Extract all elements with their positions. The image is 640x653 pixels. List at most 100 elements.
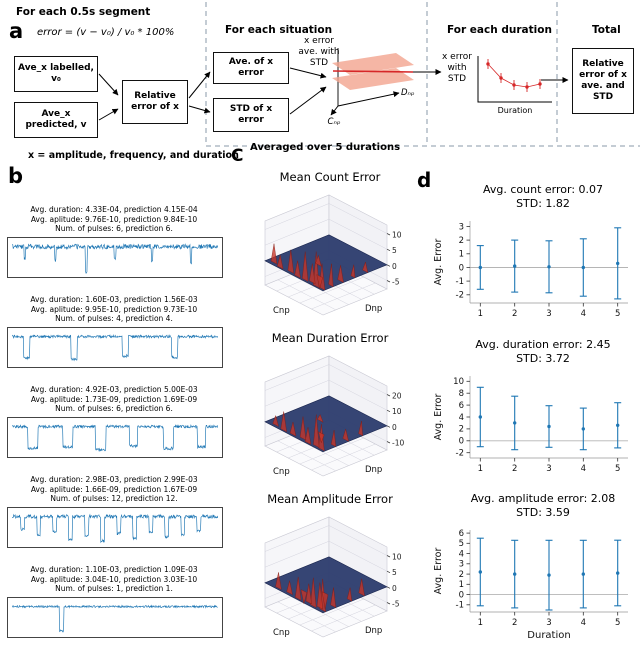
- duration-caption-line: with: [447, 62, 467, 73]
- annotation-line: Num. of pulses: 6, prediction 6.: [55, 224, 173, 234]
- svg-text:0: 0: [392, 262, 397, 271]
- svg-text:-1: -1: [456, 277, 464, 287]
- svg-text:0: 0: [459, 590, 464, 600]
- svg-text:Dnp: Dnp: [365, 626, 382, 636]
- box-relative-error: Relative error of x: [122, 80, 188, 124]
- annotation-line: Avg. aplitude: 1.73E-09, prediction 1.69…: [30, 394, 198, 404]
- svg-text:10: 10: [392, 553, 402, 562]
- svg-text:4: 4: [581, 618, 586, 628]
- svg-text:0: 0: [392, 423, 397, 432]
- panel-a-label: a: [9, 19, 24, 43]
- svg-text:5: 5: [615, 464, 620, 474]
- annotation-line: Avg. duration: 4.92E-03, prediction 5.00…: [30, 385, 198, 394]
- c-surface-plot-count: 10 5 0 -5 Cnp Dnp: [264, 194, 402, 316]
- surface-caption-line: STD: [309, 57, 329, 68]
- arrow-ave-to-surface: [289, 67, 327, 79]
- d-errorbar-plot-duration: 10 8 6 4 2 0 -2 1 2 3 4 5 Avg. Error: [433, 376, 628, 474]
- d-plot-title-1: Avg. count error: 0.07: [482, 183, 604, 196]
- arrow-predicted-to-error: [98, 108, 119, 121]
- annotation-line: Avg. aplitude: 1.66E-09, prediction 1.67…: [30, 484, 198, 494]
- duration-plot-axes: [477, 56, 552, 103]
- surface-caption-line: x error: [304, 36, 334, 46]
- b-waveform-chart-2: [7, 327, 223, 368]
- svg-text:-2: -2: [456, 449, 464, 459]
- sketch-c-axis: [330, 105, 339, 116]
- svg-text:2: 2: [512, 309, 517, 319]
- surface-caption-line: ave. with: [298, 46, 340, 57]
- svg-text:Duration: Duration: [527, 630, 570, 640]
- arrow-error-to-ave: [188, 71, 211, 99]
- panel-d-label: d: [417, 168, 432, 192]
- b-waveform-chart-1: [7, 237, 223, 278]
- d-plot-title-3: Avg. amplitude error: 2.08: [470, 492, 616, 505]
- b-annotation-3: Avg. duration: 4.92E-03, prediction 5.00…: [8, 385, 220, 414]
- annotation-line: Num. of pulses: 1, prediction 1.: [55, 584, 173, 594]
- svg-text:20: 20: [392, 392, 402, 401]
- d-plot-subtitle-1: STD: 1.82: [516, 197, 570, 210]
- panel-c-label: C: [231, 146, 244, 166]
- svg-text:3: 3: [546, 618, 551, 628]
- box-ave-error: Ave. of x error: [213, 52, 289, 84]
- duration-plot-errorbars: [487, 59, 541, 92]
- segment-heading: For each 0.5s segment: [16, 6, 151, 18]
- error-formula: error = (v − v₀) / v₀ * 100%: [37, 27, 175, 38]
- svg-text:Avg. Error: Avg. Error: [433, 548, 444, 595]
- b-annotation-4: Avg. duration: 2.98E-03, prediction 2.99…: [8, 475, 220, 504]
- svg-text:2: 2: [459, 425, 464, 435]
- box-ave-predicted: Ave_x predicted, v: [14, 102, 98, 138]
- annotation-line: Num. of pulses: 6, prediction 6.: [55, 404, 173, 414]
- b-annotation-2: Avg. duration: 1.60E-03, prediction 1.56…: [8, 295, 220, 324]
- sketch-d-axis-label: Dₙₚ: [401, 88, 415, 98]
- averaged-heading: Averaged over 5 durations: [249, 142, 401, 153]
- svg-text:Cnp: Cnp: [273, 467, 290, 477]
- panel-a-connectors: Dₙₚ Cₙₚ Duration: [98, 2, 640, 147]
- arrow-std-to-surface: [289, 86, 327, 115]
- svg-text:4: 4: [459, 549, 464, 559]
- duration-heading: For each duration: [447, 24, 552, 36]
- svg-text:2: 2: [512, 618, 517, 628]
- duration-caption-line: STD: [447, 73, 467, 84]
- sketch-upper-plane: [332, 53, 414, 75]
- b-annotation-1: Avg. duration: 4.33E-04, prediction 4.15…: [8, 205, 220, 234]
- svg-text:4: 4: [459, 413, 464, 423]
- sketch-lower-plane: [332, 68, 414, 90]
- svg-text:1: 1: [478, 309, 483, 319]
- duration-plot-xlabel: Duration: [498, 106, 533, 115]
- svg-text:Dnp: Dnp: [365, 465, 382, 475]
- svg-text:1: 1: [459, 250, 464, 260]
- svg-text:3: 3: [546, 309, 551, 319]
- svg-text:2: 2: [459, 570, 464, 580]
- svg-text:3: 3: [459, 560, 464, 570]
- svg-text:0: 0: [392, 584, 397, 593]
- annotation-line: Avg. duration: 4.33E-04, prediction 4.15…: [30, 205, 198, 214]
- total-heading: Total: [592, 24, 621, 36]
- b-waveform-chart-3: [7, 417, 223, 458]
- d-plot-subtitle-3: STD: 3.59: [516, 506, 570, 519]
- c-surface-plot-amplitude: 10 5 0 -5 Cnp Dnp: [264, 516, 402, 638]
- panel-b-label: b: [8, 164, 24, 188]
- arrow-error-to-std: [188, 105, 211, 114]
- svg-text:6: 6: [459, 529, 464, 539]
- annotation-line: Avg. aplitude: 9.76E-10, prediction 9.84…: [30, 214, 198, 224]
- annotation-line: Num. of pulses: 4, prediction 4.: [55, 314, 173, 324]
- svg-text:6: 6: [459, 401, 464, 411]
- box-ave-labelled: Ave_x labelled, v₀: [14, 56, 98, 92]
- b-annotation-5: Avg. duration: 1.10E-03, prediction 1.09…: [8, 565, 220, 594]
- svg-text:-2: -2: [456, 291, 464, 301]
- svg-text:8: 8: [459, 389, 464, 399]
- box-std-error: STD of x error: [213, 98, 289, 132]
- b-waveform-chart-5: [7, 597, 223, 638]
- svg-text:Cnp: Cnp: [273, 306, 290, 316]
- svg-text:-1: -1: [456, 601, 464, 611]
- d-errorbar-plot-count: 3 2 1 0 -1 -2 1 2 3 4 5 Avg. Error: [433, 221, 628, 319]
- svg-text:-10: -10: [392, 439, 404, 448]
- arrow-labelled-to-error: [98, 73, 119, 96]
- svg-text:0: 0: [459, 263, 464, 273]
- annotation-line: Avg. duration: 1.60E-03, prediction 1.56…: [30, 295, 198, 304]
- box-total: Relative error of x ave. and STD: [572, 48, 634, 114]
- svg-text:4: 4: [581, 464, 586, 474]
- svg-text:5: 5: [615, 309, 620, 319]
- svg-text:2: 2: [512, 464, 517, 474]
